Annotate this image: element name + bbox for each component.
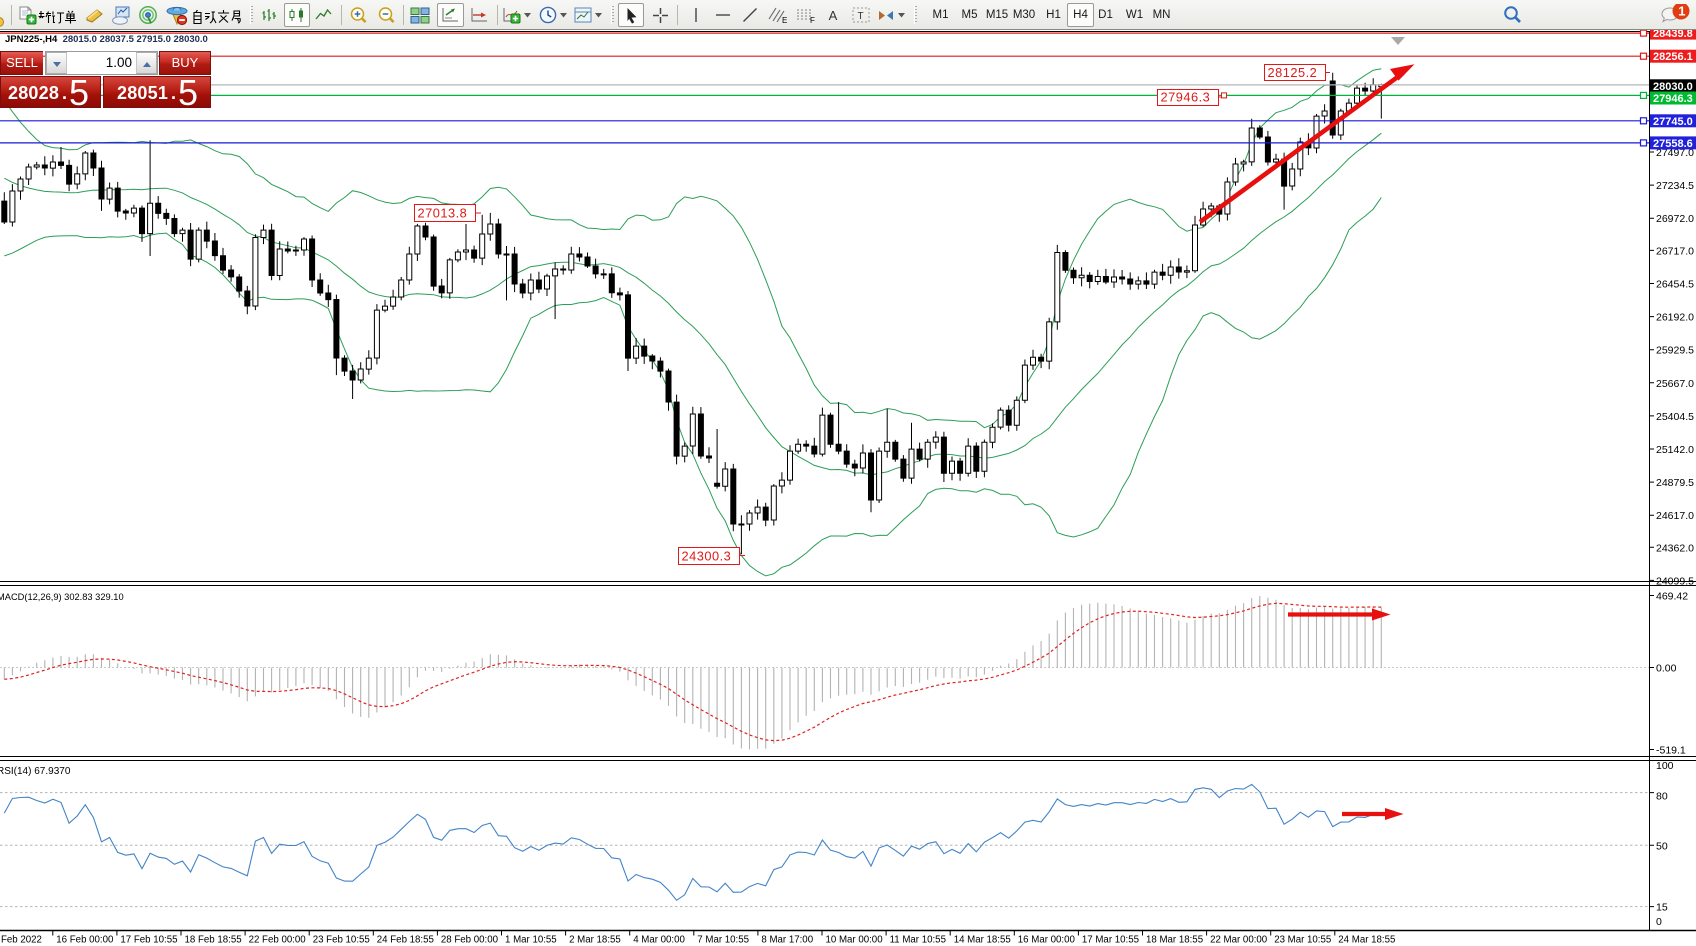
svg-text:RSI(14) 67.9370: RSI(14) 67.9370 (0, 766, 71, 777)
svg-text:100: 100 (1656, 760, 1674, 772)
svg-text:26972.0: 26972.0 (1656, 213, 1694, 225)
svg-text:0.00: 0.00 (1656, 663, 1677, 675)
svg-text:28 Feb 00:00: 28 Feb 00:00 (441, 935, 499, 946)
svg-text:17 Mar 10:55: 17 Mar 10:55 (1082, 935, 1139, 946)
svg-text:7 Mar 10:55: 7 Mar 10:55 (697, 935, 749, 946)
svg-text:14 Mar 18:55: 14 Mar 18:55 (954, 935, 1011, 946)
svg-text:80: 80 (1656, 791, 1668, 803)
svg-text:18 Feb 18:55: 18 Feb 18:55 (185, 935, 242, 946)
svg-text:25929.5: 25929.5 (1656, 345, 1694, 357)
svg-text:50: 50 (1656, 840, 1668, 852)
svg-text:-519.1: -519.1 (1656, 745, 1686, 757)
svg-text:E: E (782, 16, 787, 24)
svg-text:27946.3: 27946.3 (1653, 93, 1693, 105)
svg-text:22 Feb 00:00: 22 Feb 00:00 (249, 935, 307, 946)
svg-text:16 Mar 00:00: 16 Mar 00:00 (1018, 935, 1076, 946)
svg-text:24 Feb 18:55: 24 Feb 18:55 (377, 935, 434, 946)
svg-text:25142.0: 25142.0 (1656, 444, 1694, 456)
svg-text:25667.0: 25667.0 (1656, 378, 1694, 390)
svg-text:10 Mar 00:00: 10 Mar 00:00 (826, 935, 884, 946)
svg-text:28125.2: 28125.2 (1268, 65, 1318, 80)
svg-text:1 Mar 10:55: 1 Mar 10:55 (505, 935, 557, 946)
svg-text:26454.5: 26454.5 (1656, 279, 1694, 291)
svg-text:24362.0: 24362.0 (1656, 542, 1694, 554)
svg-text:27558.6: 27558.6 (1653, 138, 1693, 150)
svg-text:26192.0: 26192.0 (1656, 312, 1694, 324)
svg-text:15: 15 (1656, 902, 1668, 914)
svg-text:MACD(12,26,9) 302.83 329.10: MACD(12,26,9) 302.83 329.10 (0, 592, 124, 602)
svg-text:23 Mar 10:55: 23 Mar 10:55 (1274, 935, 1331, 946)
svg-text:T: T (858, 11, 864, 22)
svg-text:25404.5: 25404.5 (1656, 411, 1694, 423)
svg-text:24879.5: 24879.5 (1656, 477, 1694, 489)
svg-text:F: F (810, 16, 815, 24)
svg-text:26717.0: 26717.0 (1656, 245, 1694, 257)
svg-text:22 Mar 00:00: 22 Mar 00:00 (1210, 935, 1268, 946)
svg-text:27013.8: 27013.8 (418, 206, 468, 221)
svg-text:8 Mar 17:00: 8 Mar 17:00 (761, 935, 813, 946)
svg-text:11 Mar 10:55: 11 Mar 10:55 (890, 935, 946, 946)
svg-text:28439.8: 28439.8 (1653, 28, 1693, 40)
svg-text:0: 0 (1656, 916, 1662, 928)
svg-text:27946.3: 27946.3 (1161, 90, 1211, 105)
svg-text:28256.1: 28256.1 (1653, 51, 1693, 63)
svg-text:28030.0: 28030.0 (1653, 81, 1693, 93)
svg-text:18 Mar 18:55: 18 Mar 18:55 (1146, 935, 1203, 946)
svg-text:4 Mar 00:00: 4 Mar 00:00 (633, 935, 685, 946)
svg-text:2 Mar 18:55: 2 Mar 18:55 (569, 935, 621, 946)
svg-text:24617.0: 24617.0 (1656, 510, 1694, 522)
svg-text:24 Mar 18:55: 24 Mar 18:55 (1338, 935, 1395, 946)
svg-text:16 Feb 00:00: 16 Feb 00:00 (56, 935, 114, 946)
svg-text:23 Feb 10:55: 23 Feb 10:55 (313, 935, 370, 946)
svg-text:Feb 2022: Feb 2022 (1, 935, 42, 946)
svg-text:1: 1 (1678, 4, 1685, 19)
svg-text:27745.0: 27745.0 (1653, 116, 1693, 128)
svg-text:27234.5: 27234.5 (1656, 180, 1694, 192)
svg-text:24099.5: 24099.5 (1656, 575, 1694, 587)
svg-text:24300.3: 24300.3 (682, 549, 732, 564)
svg-text:27497.0: 27497.0 (1656, 147, 1694, 159)
svg-text:469.42: 469.42 (1656, 591, 1688, 603)
svg-text:17 Feb 10:55: 17 Feb 10:55 (120, 935, 177, 946)
